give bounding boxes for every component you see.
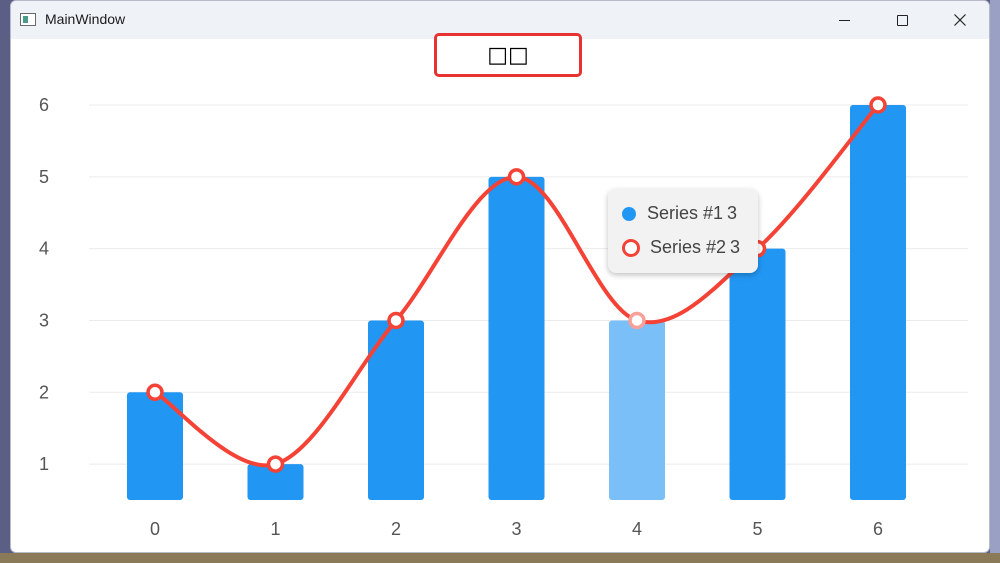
bar-series-1 [127,392,183,500]
tooltip-series-name: Series #1 [647,203,724,223]
tooltip-row-series-1: Series #1 3 [622,203,737,224]
y-tick-label: 1 [39,454,49,474]
tooltip-series-value: 3 [727,203,738,223]
y-tick-label: 4 [39,239,49,259]
series-1-marker-icon [622,206,636,221]
minimize-icon [838,19,850,21]
series-2-point [628,311,646,330]
series-2-point [869,96,887,114]
series-2-point [266,455,285,473]
chart-area: 1 2 3 4 5 6 0 1 2 3 4 5 6 [39,95,968,539]
x-tick-label: 4 [632,519,642,539]
x-tick-label: 6 [873,519,883,539]
x-tick-label: 2 [391,519,401,539]
maximize-icon [896,14,908,26]
title-bar[interactable]: MainWindow [11,1,989,39]
tooltip-series-name: Series #2 [650,237,727,257]
bar-series-1 [850,105,906,500]
series-2-point [387,311,405,330]
window-title: MainWindow [45,11,126,27]
y-tick-label: 3 [39,310,49,330]
desktop-background-right [990,0,1000,563]
y-tick-label: 6 [39,95,49,115]
x-tick-label: 5 [752,519,762,539]
app-window-icon [20,13,36,26]
series-2-point [507,168,526,186]
x-tick-label: 1 [270,519,280,539]
y-tick-label: 5 [39,167,49,187]
tooltip-row-series-2: Series #2 3 [622,237,740,258]
bar-series-1 [488,176,545,500]
x-tick-label: 0 [150,519,160,539]
y-tick-label: 2 [39,382,49,402]
chart-title: □□ [434,33,582,77]
bar-series-1 [729,248,786,500]
tooltip-series-value: 3 [730,237,741,257]
chart-tooltip: Series #1 3 Series #2 3 [608,189,758,273]
taskbar-edge [0,553,1000,563]
maximize-button[interactable] [879,1,925,39]
bar-series-1 [368,320,424,500]
close-icon [954,14,966,26]
bar-series-1 [247,464,304,500]
close-button[interactable] [937,1,983,39]
series-2-point [146,383,164,402]
series-2-marker-icon [622,238,640,257]
x-tick-label: 3 [511,519,521,539]
main-window: MainWindow 1 2 3 4 5 6 0 1 2 3 4 5 6 □□ Series #1 3… [10,0,990,553]
minimize-button[interactable] [821,1,867,39]
bar-series-1 [609,320,665,500]
